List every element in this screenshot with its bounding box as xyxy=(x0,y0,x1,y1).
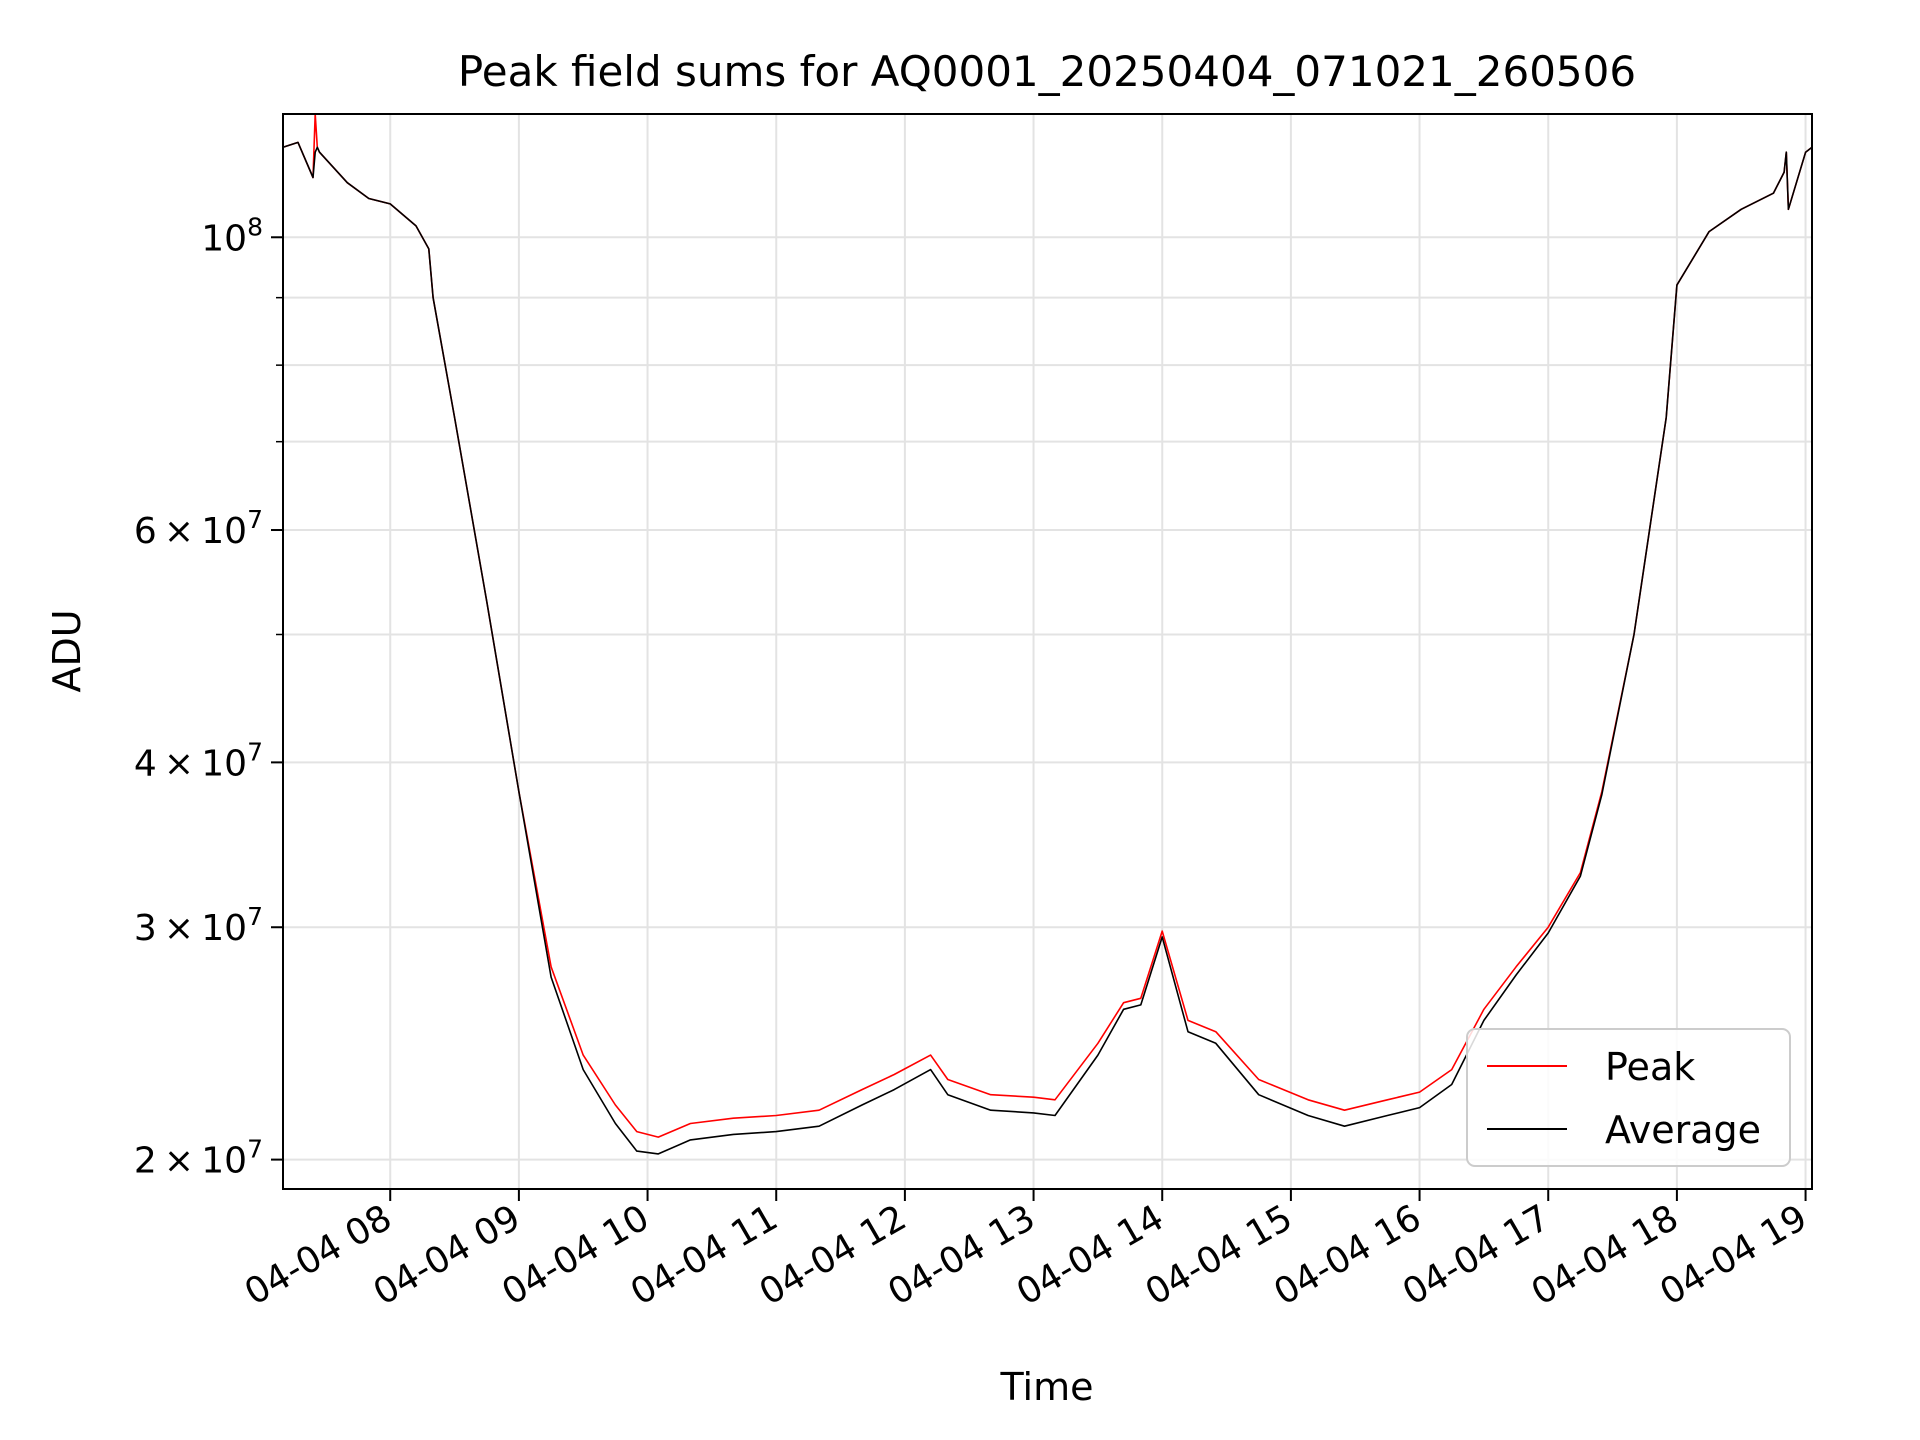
legend-label-average: Average xyxy=(1605,1108,1761,1152)
legend-box xyxy=(1466,1028,1791,1167)
chart-title: Peak field sums for AQ0001_20250404_0710… xyxy=(458,47,1636,96)
y-tick-label: 2 × 107 xyxy=(134,1135,263,1182)
series-line-average xyxy=(282,141,1813,1155)
plot-series xyxy=(282,113,1813,1155)
y-tick-label: 6 × 107 xyxy=(134,505,263,552)
legend: Peak Average xyxy=(1466,1028,1791,1167)
grid-lines xyxy=(283,114,1812,1189)
x-axis-label: Time xyxy=(1000,1365,1094,1409)
y-tick-label: 4 × 107 xyxy=(134,737,263,784)
y-axis-label: ADU xyxy=(45,609,89,692)
legend-label-peak: Peak xyxy=(1605,1045,1695,1089)
y-tick-label: 108 xyxy=(201,212,263,259)
plot-frame xyxy=(282,113,1813,1190)
y-tick-label: 3 × 107 xyxy=(134,902,263,949)
